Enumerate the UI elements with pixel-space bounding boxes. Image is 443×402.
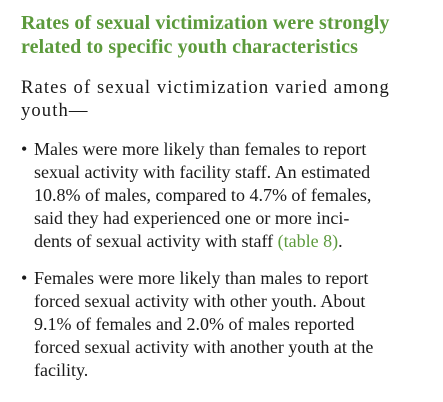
bullet-marker: •	[21, 139, 28, 159]
bullet-trailing-period: .	[338, 231, 343, 251]
list-item: • Females were more likely than males to…	[21, 267, 426, 382]
intro-line-1: Rates of sexual victimization varied amo…	[21, 77, 390, 98]
bullet-line: facility.	[34, 360, 89, 380]
heading-line-1: Rates of sexual victimization were stron…	[21, 12, 390, 34]
list-item: • Males were more likely than females to…	[21, 138, 426, 253]
section-heading: Rates of sexual victimization were stron…	[21, 11, 426, 59]
bullet-line: Females were more likely than males to r…	[34, 268, 369, 288]
bullet-line: 10.8% of males, compared to 4.7% of fema…	[34, 185, 372, 205]
bullet-line: said they had experienced one or more in…	[34, 208, 350, 228]
bullet-line: forced sexual activity with other youth.…	[34, 291, 366, 311]
bullet-line: sexual activity with facility staff. An …	[34, 162, 371, 182]
table-8-link[interactable]: (table 8)	[277, 231, 339, 251]
bullet-marker: •	[21, 268, 28, 288]
bullet-line: dents of sexual activity with staff	[34, 231, 278, 251]
document-page: Rates of sexual victimization were stron…	[21, 11, 426, 396]
intro-paragraph: Rates of sexual victimization varied amo…	[21, 76, 426, 122]
bullet-line: forced sexual activity with another yout…	[34, 337, 374, 357]
intro-line-2: youth—	[21, 100, 89, 121]
bullet-list: • Males were more likely than females to…	[21, 138, 426, 382]
bullet-line: Males were more likely than females to r…	[34, 139, 367, 159]
bullet-line: 9.1% of females and 2.0% of males report…	[34, 314, 355, 334]
heading-line-2: related to specific youth characteristic…	[21, 36, 358, 58]
